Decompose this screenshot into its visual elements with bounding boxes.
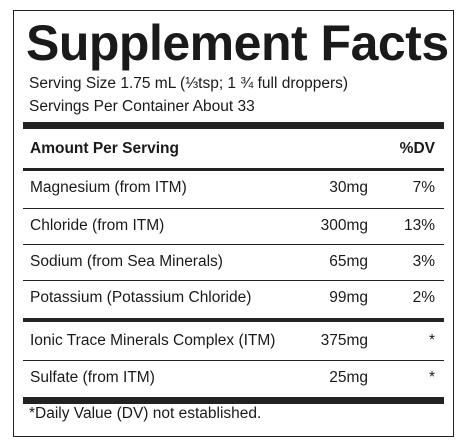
table-row: Sodium (from Sea Minerals) 65mg 3% [23, 245, 444, 282]
row-divider [23, 280, 444, 281]
panel-title: Supplement Facts [26, 15, 449, 71]
nutrient-name: Magnesium (from ITM) [30, 179, 187, 196]
row-divider [23, 360, 444, 361]
nutrient-amount: 300mg [320, 217, 368, 234]
nutrient-name: Ionic Trace Minerals Complex (ITM) [30, 332, 276, 349]
nutrient-dv: 2% [412, 289, 435, 306]
table-header-row: Amount Per Serving %DV [23, 132, 444, 169]
nutrient-amount: 65mg [329, 253, 368, 270]
nutrient-name: Sodium (from Sea Minerals) [30, 253, 223, 270]
table-row: Chloride (from ITM) 300mg 13% [23, 209, 444, 246]
nutrient-amount: 99mg [329, 289, 368, 306]
table-row: Potassium (Potassium Chloride) 99mg 2% [23, 281, 444, 318]
serving-size: Serving Size 1.75 mL (⅓tsp; 1 ¾ full dro… [29, 75, 349, 92]
header-amount-per-serving: Amount Per Serving [30, 140, 179, 157]
header-divider [23, 168, 444, 171]
table-row: Ionic Trace Minerals Complex (ITM) 375mg… [23, 324, 444, 361]
supplement-facts-panel: Supplement Facts Serving Size 1.75 mL (⅓… [13, 10, 454, 437]
table-row: Sulfate (from ITM) 25mg * [23, 361, 444, 398]
thick-divider-bottom [23, 397, 444, 404]
footnote: *Daily Value (DV) not established. [29, 405, 262, 422]
thick-divider [23, 122, 444, 129]
nutrient-amount: 375mg [320, 332, 368, 349]
nutrient-name: Sulfate (from ITM) [30, 369, 155, 386]
nutrient-amount: 25mg [329, 369, 368, 386]
nutrient-amount: 30mg [329, 179, 368, 196]
nutrient-dv: * [428, 332, 435, 349]
nutrient-dv: * [428, 369, 435, 386]
nutrient-dv: 7% [412, 179, 435, 196]
nutrient-name: Potassium (Potassium Chloride) [30, 289, 252, 306]
nutrient-name: Chloride (from ITM) [30, 217, 165, 234]
servings-per-container: Servings Per Container About 33 [29, 98, 255, 115]
section-divider [23, 318, 444, 322]
row-divider [23, 208, 444, 209]
nutrient-dv: 13% [403, 217, 435, 234]
nutrient-dv: 3% [412, 253, 435, 270]
row-divider [23, 244, 444, 245]
header-dv: %DV [399, 140, 435, 157]
table-row: Magnesium (from ITM) 30mg 7% [23, 171, 444, 208]
